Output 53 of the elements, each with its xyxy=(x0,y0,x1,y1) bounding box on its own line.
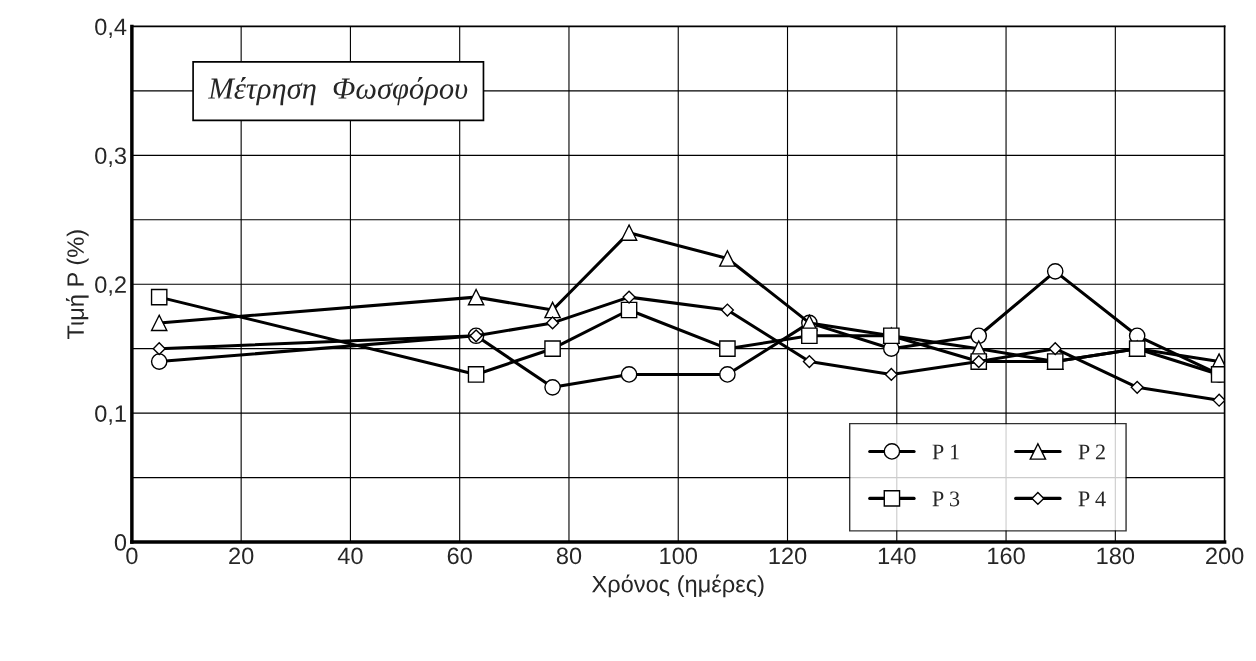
point xyxy=(801,327,818,345)
point xyxy=(1212,393,1225,407)
point xyxy=(719,366,736,383)
point xyxy=(802,354,816,369)
point xyxy=(467,366,485,383)
point xyxy=(622,290,636,304)
y-tick-label: 0,3 xyxy=(95,147,126,167)
x-tick-label: 100 xyxy=(660,547,698,565)
legend-label: P 2 xyxy=(1078,444,1105,460)
point xyxy=(1130,380,1144,394)
point xyxy=(467,288,485,306)
x-tick-label: 140 xyxy=(878,547,916,565)
y-tick-label: 0,4 xyxy=(95,18,127,39)
point xyxy=(719,250,736,267)
legend-label: P 4 xyxy=(1078,491,1106,507)
point xyxy=(620,366,638,383)
point xyxy=(884,367,898,382)
point xyxy=(720,303,735,317)
point xyxy=(150,314,168,332)
point xyxy=(970,327,988,345)
y-tick-label: 0,2 xyxy=(95,276,126,296)
x-tick-label: 120 xyxy=(769,547,807,565)
point xyxy=(1210,366,1225,383)
x-tick-label: 180 xyxy=(1097,547,1135,565)
point xyxy=(545,316,560,330)
x-tick-label: 20 xyxy=(229,547,254,565)
point xyxy=(620,224,638,242)
point xyxy=(620,301,638,319)
x-tick-label: 80 xyxy=(556,547,582,565)
point xyxy=(719,340,736,358)
text: Μέτρηση Φωσφόρου xyxy=(208,77,468,106)
legend-label: P 3 xyxy=(932,491,960,507)
point xyxy=(1046,353,1064,370)
point xyxy=(544,340,561,358)
legend-label: P 1 xyxy=(932,444,959,460)
y-tick-label: 0,1 xyxy=(95,405,126,425)
point xyxy=(152,342,166,356)
point xyxy=(544,301,561,319)
x-tick-label: 200 xyxy=(1206,547,1244,565)
point xyxy=(544,379,561,396)
x-tick-label: 160 xyxy=(988,547,1025,565)
x-axis-title: Χρόνος (ημέρες) xyxy=(592,574,764,598)
x-tick-label: 60 xyxy=(447,547,472,565)
point xyxy=(1046,263,1064,280)
x-tick-label: 40 xyxy=(337,547,363,565)
point xyxy=(150,353,168,370)
x-tick-label: 0 xyxy=(126,547,138,565)
point xyxy=(150,288,168,306)
y-tick-label: 0 xyxy=(114,534,127,551)
point xyxy=(1048,342,1062,356)
point xyxy=(882,327,900,345)
point xyxy=(1128,340,1146,358)
y-axis-title: Τιμή P (%) xyxy=(65,230,89,340)
